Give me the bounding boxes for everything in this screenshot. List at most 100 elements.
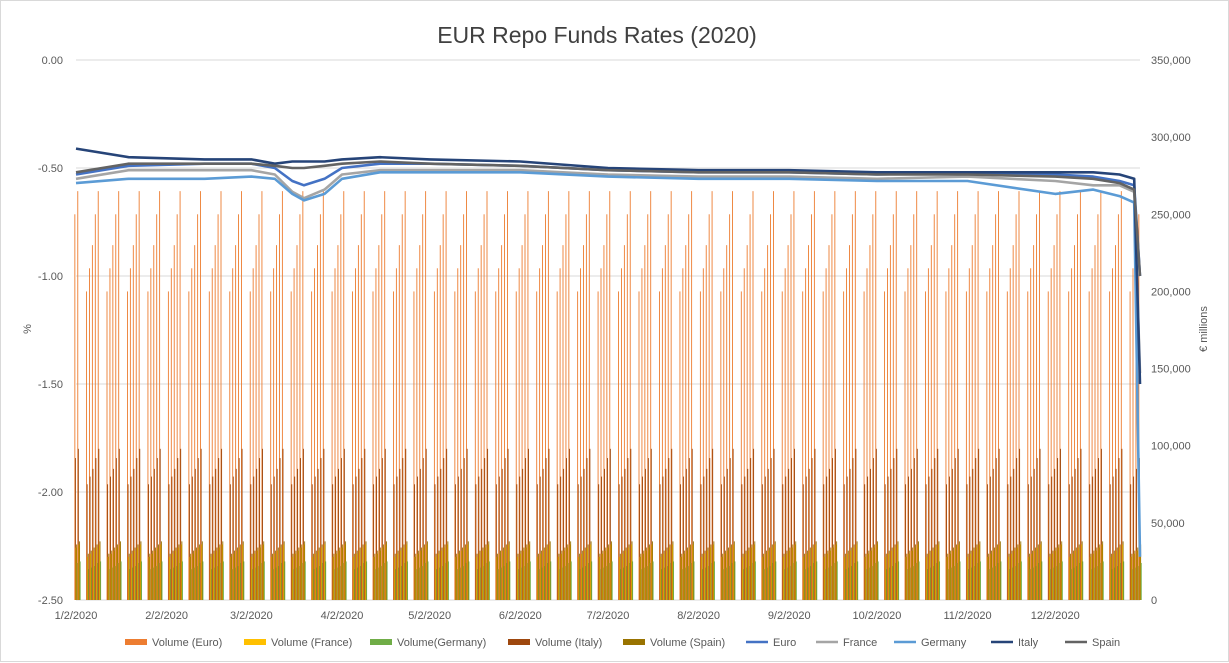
volume-bar	[849, 468, 851, 600]
volume-bar	[97, 191, 99, 600]
volume-bar	[809, 550, 811, 600]
volume-bar	[558, 553, 560, 600]
volume-bar	[608, 544, 610, 600]
volume-bar	[1038, 562, 1040, 600]
volume-bar	[683, 553, 685, 600]
volume-bar	[399, 468, 401, 600]
volume-bar	[212, 553, 214, 600]
volume-bar	[906, 553, 908, 600]
volume-bar	[1070, 569, 1072, 600]
volume-bar	[393, 291, 394, 600]
volume-bar	[874, 544, 876, 600]
volume-bar	[1117, 566, 1119, 600]
volume-bar	[588, 191, 590, 600]
volume-bar	[824, 553, 826, 600]
volume-bar	[856, 541, 858, 600]
volume-bar	[811, 458, 813, 600]
volume-bar	[79, 561, 81, 600]
volume-bar	[915, 562, 917, 600]
left-axis-label: %	[22, 324, 34, 334]
volume-bar	[468, 561, 470, 600]
volume-bar	[487, 448, 489, 600]
volume-bar	[236, 550, 238, 600]
volume-bar	[1109, 291, 1111, 600]
volume-bar	[1119, 547, 1121, 600]
volume-bar	[556, 291, 558, 600]
volume-bar	[303, 448, 304, 600]
volume-bar	[355, 476, 357, 600]
volume-bar	[323, 448, 325, 600]
volume-bar	[262, 448, 263, 600]
left-tick-label: 0.00	[42, 55, 63, 67]
volume-bar	[417, 553, 419, 600]
volume-bar	[731, 562, 733, 600]
volume-bar	[179, 191, 181, 600]
volume-bar	[1018, 562, 1019, 600]
volume-bar	[729, 458, 731, 600]
volume-bar	[952, 550, 954, 600]
volume-bar	[832, 547, 834, 600]
volume-bar	[403, 544, 405, 600]
volume-bar	[854, 562, 856, 600]
volume-bar	[548, 448, 550, 600]
volume-bar	[111, 567, 113, 600]
right-axis-label: € millions	[1198, 306, 1210, 352]
volume-bar	[888, 550, 890, 600]
volume-bar	[338, 468, 339, 600]
volume-bar	[174, 550, 176, 600]
volume-bar	[867, 553, 869, 600]
volume-bar	[851, 566, 853, 600]
volume-bar	[297, 468, 299, 600]
volume-bar	[562, 567, 563, 600]
volume-bar	[221, 544, 223, 600]
legend-item: Volume (France)	[244, 637, 352, 649]
volume-bar	[1089, 556, 1091, 600]
volume-bar	[439, 567, 441, 600]
volume-bar	[116, 547, 118, 600]
volume-bar	[434, 484, 436, 600]
volume-bar	[785, 476, 787, 600]
volume-bar	[627, 458, 629, 600]
volume-bar	[198, 547, 200, 600]
volume-bar	[501, 245, 503, 600]
volume-bar	[793, 191, 795, 600]
volume-bar	[438, 550, 440, 600]
volume-bar	[332, 484, 334, 600]
volume-bar	[352, 484, 354, 600]
volume-bar	[670, 562, 672, 600]
volume-bar	[978, 544, 980, 600]
volume-bar	[481, 468, 483, 600]
volume-bar	[598, 556, 600, 600]
volume-bar	[87, 553, 89, 600]
volume-bar	[508, 544, 510, 600]
volume-bar	[591, 561, 593, 600]
volume-bar	[86, 291, 87, 600]
volume-bar	[1096, 547, 1098, 600]
volume-bar	[455, 556, 457, 600]
volume-bar	[1051, 476, 1053, 600]
volume-bar	[620, 569, 622, 600]
legend-label: Germany	[921, 637, 967, 649]
volume-bar	[342, 562, 344, 600]
volume-bar	[1028, 556, 1030, 600]
volume-bar	[394, 556, 396, 600]
volume-bar	[1011, 550, 1013, 600]
volume-bar	[849, 245, 850, 600]
volume-bar	[1020, 541, 1022, 600]
volume-bar	[193, 550, 195, 600]
volume-bar	[752, 562, 753, 600]
x-tick-label: 11/2/2020	[943, 610, 991, 622]
volume-bar	[825, 569, 827, 600]
volume-bar	[764, 476, 766, 600]
volume-bar	[377, 550, 379, 600]
volume-bar	[662, 476, 664, 600]
volume-bar	[733, 541, 735, 600]
volume-bar	[781, 291, 783, 600]
volume-bar	[785, 553, 787, 600]
volume-bar	[506, 562, 508, 600]
volume-bar	[578, 553, 580, 600]
volume-bar	[231, 553, 233, 600]
volume-bar	[130, 476, 132, 600]
volume-bar	[336, 567, 338, 600]
volume-bar	[1035, 566, 1037, 600]
